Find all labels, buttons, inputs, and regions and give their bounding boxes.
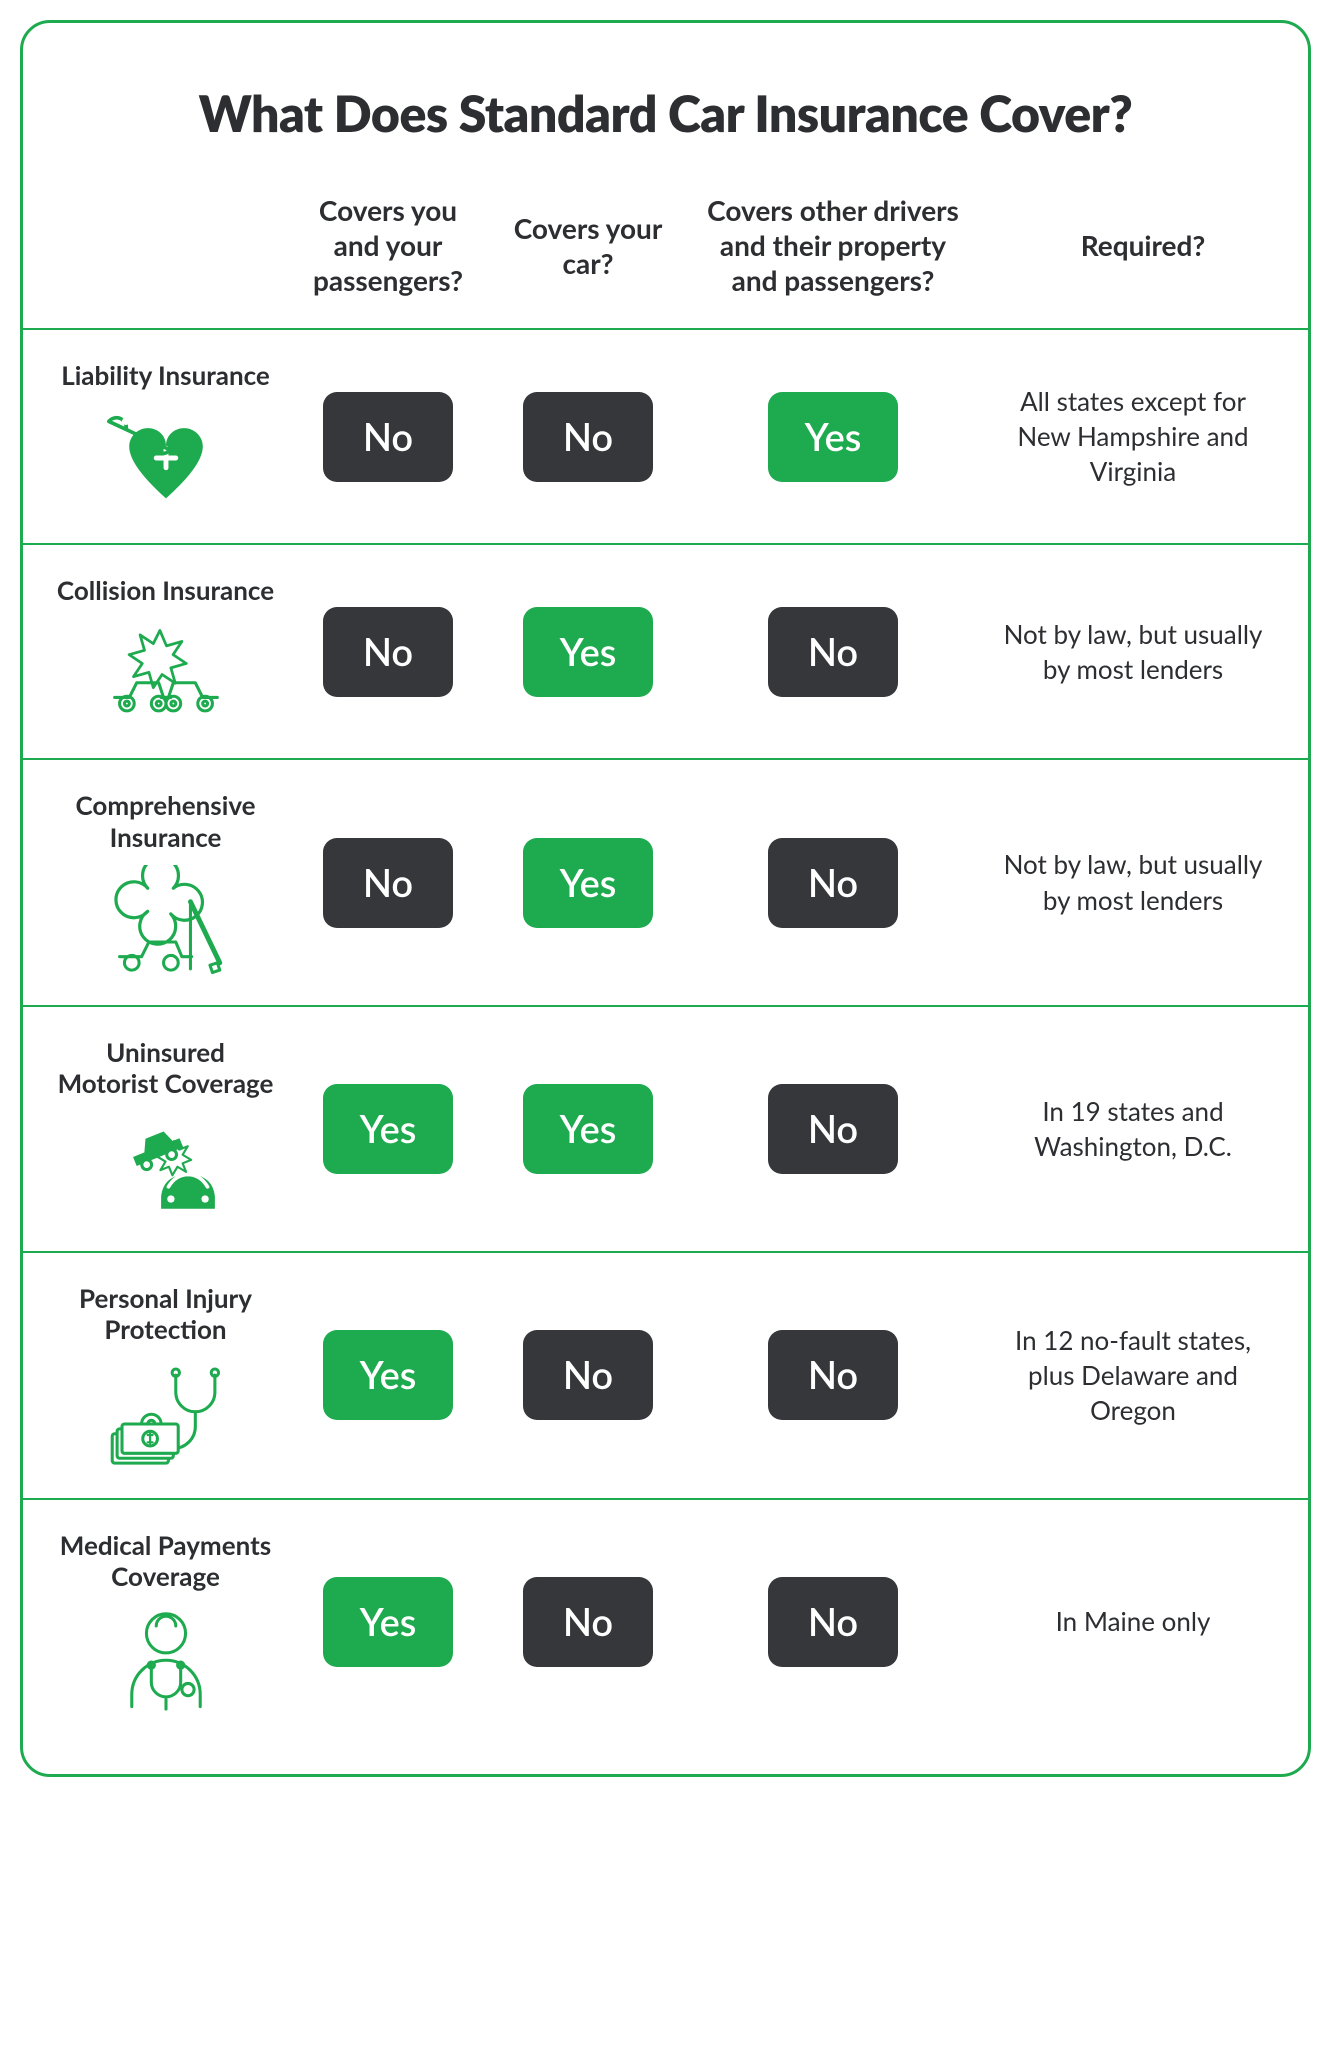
yes-badge: Yes [323,1330,453,1420]
badge-cell: Yes [288,1054,488,1204]
yes-badge: Yes [523,607,653,697]
header-col-others: Covers other drivers and their property … [688,183,978,328]
badge-cell: No [288,577,488,727]
coverage-name: Collision Insurance [53,575,278,606]
row-label-cell: Collision Insurance [23,545,288,758]
badge-cell: No [488,1547,688,1697]
badge-cell: Yes [488,577,688,727]
required-text: In Maine only [978,1574,1308,1669]
header-col-required: Required? [978,218,1308,293]
doctor-icon [96,1604,236,1714]
insurance-coverage-card: What Does Standard Car Insurance Cover? … [20,20,1311,1777]
coverage-name: Liability Insurance [53,360,278,391]
badge-cell: No [688,577,978,727]
no-badge: No [768,1330,898,1420]
badge-cell: No [688,1054,978,1204]
row-label-cell: Medical Payments Coverage [23,1500,288,1744]
no-badge: No [323,838,453,928]
coverage-name: Uninsured Motorist Coverage [53,1037,278,1099]
badge-cell: No [488,362,688,512]
badge-cell: No [688,1300,978,1450]
yes-badge: Yes [523,1084,653,1174]
header-col-passengers: Covers you and your passengers? [288,183,488,328]
required-text: All states except for New Hampshire and … [978,354,1308,519]
no-badge: No [323,607,453,697]
badge-cell: Yes [488,1054,688,1204]
stethoscope-money-icon [96,1358,236,1468]
coverage-table: Covers you and your passengers? Covers y… [23,183,1308,1744]
page-title: What Does Standard Car Insurance Cover? [23,63,1308,183]
no-badge: No [323,392,453,482]
heart-wrench-icon [96,403,236,513]
badge-cell: No [688,1547,978,1697]
header-col-car: Covers your car? [488,201,688,311]
coverage-name: Medical Payments Coverage [53,1530,278,1592]
coverage-name: Comprehensive Insurance [53,790,278,852]
required-text: Not by law, but usually by most lenders [978,587,1308,717]
yes-badge: Yes [523,838,653,928]
badge-cell: Yes [288,1547,488,1697]
badge-cell: No [288,362,488,512]
badge-cell: Yes [688,362,978,512]
badge-cell: No [488,1300,688,1450]
no-badge: No [523,1330,653,1420]
yes-badge: Yes [323,1084,453,1174]
row-label-cell: Liability Insurance [23,330,288,543]
row-label-cell: Uninsured Motorist Coverage [23,1007,288,1251]
header-spacer [23,236,288,276]
no-badge: No [523,392,653,482]
badge-cell: Yes [288,1300,488,1450]
yes-badge: Yes [768,392,898,482]
required-text: In 12 no-fault states, plus Delaware and… [978,1293,1308,1458]
row-label-cell: Comprehensive Insurance [23,760,288,1004]
required-text: Not by law, but usually by most lenders [978,817,1308,947]
no-badge: No [768,838,898,928]
tree-on-car-icon [96,865,236,975]
badge-cell: Yes [488,808,688,958]
collision-icon [96,618,236,728]
hit-and-run-icon [96,1111,236,1221]
badge-cell: No [288,808,488,958]
badge-cell: No [688,808,978,958]
no-badge: No [768,1084,898,1174]
required-text: In 19 states and Washington, D.C. [978,1064,1308,1194]
row-label-cell: Personal Injury Protection [23,1253,288,1497]
yes-badge: Yes [323,1577,453,1667]
no-badge: No [768,607,898,697]
coverage-name: Personal Injury Protection [53,1283,278,1345]
no-badge: No [523,1577,653,1667]
no-badge: No [768,1577,898,1667]
